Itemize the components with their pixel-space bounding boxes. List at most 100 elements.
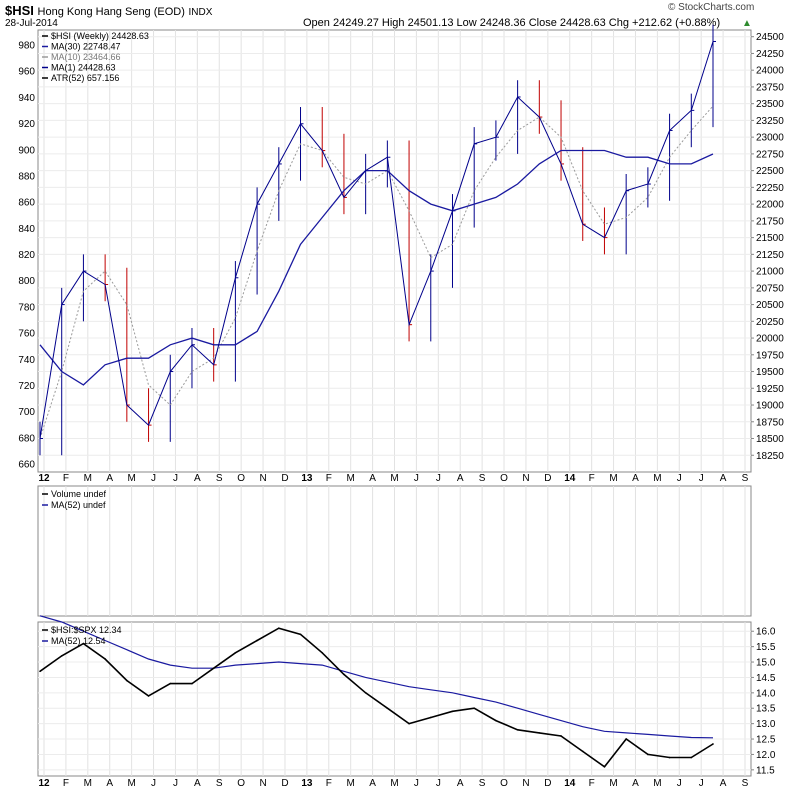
x-tick-label: M bbox=[653, 778, 661, 789]
y-tick-label: 23250 bbox=[756, 116, 784, 127]
y-tick-label: 14.0 bbox=[756, 688, 776, 699]
y-tick-label: 12.5 bbox=[756, 735, 776, 746]
y-tick-label: 21000 bbox=[756, 267, 784, 278]
y-tick-label: 20500 bbox=[756, 300, 784, 311]
legend-entry: ATR(52) 657.156 bbox=[51, 73, 119, 83]
x-tick-label: 14 bbox=[564, 473, 576, 484]
y-tick-label: 19750 bbox=[756, 350, 784, 361]
x-tick-label: J bbox=[436, 778, 441, 789]
y-tick-label: 13.0 bbox=[756, 719, 776, 730]
left-tick-label: 700 bbox=[18, 407, 35, 418]
x-tick-label: A bbox=[106, 778, 113, 789]
quote-line: Open 24249.27 High 24501.13 Low 24248.36… bbox=[303, 17, 721, 29]
x-tick-label: S bbox=[216, 778, 223, 789]
ratio-point bbox=[212, 667, 215, 669]
left-tick-label: 960 bbox=[18, 67, 35, 78]
symbol: $HSI bbox=[5, 3, 34, 18]
x-tick-label: M bbox=[84, 473, 92, 484]
y-tick-label: 19500 bbox=[756, 367, 784, 378]
left-tick-label: 860 bbox=[18, 198, 35, 209]
legend-entry: MA(30) 22748.47 bbox=[51, 42, 121, 52]
ratio-point bbox=[516, 729, 519, 731]
left-tick-label: 940 bbox=[18, 93, 35, 104]
left-tick-label: 760 bbox=[18, 329, 35, 340]
x-tick-label: O bbox=[237, 778, 245, 789]
left-tick-label: 980 bbox=[18, 41, 35, 52]
ratio-point bbox=[625, 738, 627, 740]
ratio-legend-entry: MA(52) 12.54 bbox=[51, 636, 106, 646]
left-tick-label: 880 bbox=[18, 171, 35, 182]
y-tick-label: 22500 bbox=[756, 166, 784, 177]
chart-date: 28-Jul-2014 bbox=[5, 18, 58, 29]
y-tick-label: 20250 bbox=[756, 317, 784, 328]
x-tick-label: A bbox=[457, 473, 464, 484]
y-tick-label: 19250 bbox=[756, 384, 784, 395]
y-tick-label: 16.0 bbox=[756, 627, 776, 638]
ma1-line bbox=[39, 41, 714, 439]
y-tick-label: 18500 bbox=[756, 434, 784, 445]
x-tick-label: N bbox=[259, 473, 266, 484]
ratio-point bbox=[538, 732, 541, 734]
ratio-point bbox=[147, 695, 150, 697]
legend-entry: $HSI (Weekly) 24428.63 bbox=[51, 31, 149, 41]
left-tick-label: 900 bbox=[18, 145, 35, 156]
legend-entry: MA(10) 23464.66 bbox=[51, 52, 121, 62]
x-tick-label: J bbox=[699, 778, 704, 789]
ma30-line bbox=[39, 149, 714, 386]
ratio-point bbox=[234, 652, 237, 654]
x-tick-label: M bbox=[347, 473, 355, 484]
ratio-point bbox=[278, 627, 280, 629]
volume-legend-entry: Volume undef bbox=[51, 489, 107, 499]
ratio-point bbox=[82, 642, 85, 645]
x-tick-label: J bbox=[173, 473, 178, 484]
y-tick-label: 20750 bbox=[756, 283, 784, 294]
x-tick-label: F bbox=[589, 778, 595, 789]
x-tick-label: 14 bbox=[564, 778, 576, 789]
ratio-point bbox=[126, 679, 128, 682]
y-tick-label: 12.0 bbox=[756, 750, 776, 761]
y-tick-label: 24000 bbox=[756, 66, 784, 77]
ratio-point bbox=[364, 692, 367, 694]
y-tick-label: 15.0 bbox=[756, 658, 776, 669]
y-tick-label: 22000 bbox=[756, 200, 784, 211]
x-tick-label: J bbox=[414, 778, 419, 789]
ratio-legend-entry: $HSI:$SPX 12.34 bbox=[51, 625, 122, 635]
x-tick-label: M bbox=[390, 778, 398, 789]
ratio-point bbox=[299, 633, 302, 636]
x-tick-label: N bbox=[522, 473, 529, 484]
ratio-point bbox=[343, 673, 345, 676]
x-tick-label: O bbox=[237, 473, 245, 484]
x-tick-label: F bbox=[589, 473, 595, 484]
ratio-point bbox=[668, 756, 671, 759]
x-tick-label: 13 bbox=[301, 473, 313, 484]
volume-legend-entry: MA(52) undef bbox=[51, 500, 106, 510]
exchange: INDX bbox=[188, 7, 213, 18]
ratio-point bbox=[581, 750, 584, 753]
x-tick-label: N bbox=[522, 778, 529, 789]
y-tick-label: 23500 bbox=[756, 99, 784, 110]
x-tick-label: J bbox=[173, 778, 178, 789]
ratio-point bbox=[690, 756, 693, 759]
x-tick-label: N bbox=[259, 778, 266, 789]
x-tick-label: A bbox=[632, 473, 639, 484]
ratio-point bbox=[408, 722, 410, 725]
ratio-point bbox=[429, 716, 432, 719]
y-tick-label: 22250 bbox=[756, 183, 784, 194]
left-tick-label: 720 bbox=[18, 381, 35, 392]
x-tick-label: 12 bbox=[38, 473, 50, 484]
y-tick-label: 11.5 bbox=[756, 765, 775, 776]
left-tick-label: 740 bbox=[18, 355, 35, 366]
x-tick-label: J bbox=[677, 778, 682, 789]
left-tick-label: 920 bbox=[18, 119, 35, 130]
x-tick-label: S bbox=[216, 473, 223, 484]
x-tick-label: 12 bbox=[38, 778, 50, 789]
x-tick-label: M bbox=[609, 778, 617, 789]
x-tick-label: D bbox=[544, 778, 551, 789]
x-tick-label: A bbox=[369, 778, 376, 789]
ratio-point bbox=[191, 682, 193, 685]
x-tick-label: M bbox=[347, 778, 355, 789]
legend-entry: MA(1) 24428.63 bbox=[51, 63, 116, 73]
x-tick-label: F bbox=[326, 473, 332, 484]
